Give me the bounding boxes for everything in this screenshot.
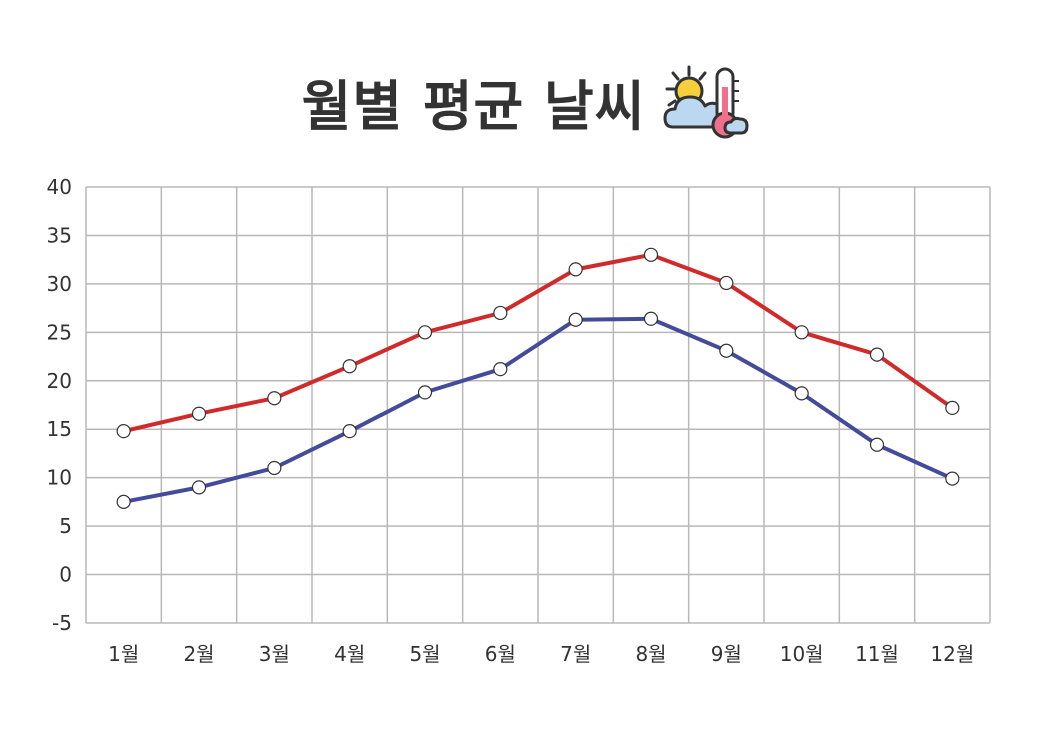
data-point: [417, 325, 433, 340]
chart-title: 월별 평균 날씨: [301, 74, 646, 138]
data-point: [267, 391, 282, 406]
data-point: [643, 247, 659, 262]
x-tick-label: 1월: [108, 642, 139, 666]
data-point: [794, 325, 809, 340]
data-point: [342, 359, 357, 374]
x-tick-label: 10월: [780, 642, 824, 666]
data-point: [116, 494, 131, 509]
data-point: [719, 343, 734, 358]
y-tick-label: 5: [59, 514, 72, 538]
x-tick-label: 4월: [334, 642, 365, 666]
x-tick-label: 2월: [183, 642, 214, 666]
series-lines: [123, 252, 954, 504]
y-tick-label: 35: [47, 223, 72, 247]
data-point: [869, 347, 885, 362]
x-tick-label: 7월: [560, 642, 591, 666]
data-point: [493, 362, 508, 377]
data-point: [493, 305, 508, 321]
series-line-1: [123, 316, 954, 504]
data-point: [945, 471, 960, 486]
data-point: [794, 386, 809, 401]
x-tick-label: 9월: [711, 642, 742, 666]
x-tick-label: 12월: [930, 642, 974, 666]
x-tick-label: 11월: [855, 642, 899, 666]
weather-sun-cloud-thermometer-icon: [663, 65, 749, 139]
y-tick-label: 0: [59, 563, 72, 587]
data-point: [267, 460, 282, 476]
data-point: [869, 437, 885, 452]
data-point: [719, 275, 734, 291]
x-tick-label: 6월: [485, 642, 516, 666]
y-tick-label: -5: [52, 611, 72, 635]
data-point: [417, 385, 433, 400]
data-point: [191, 480, 207, 495]
chart-grid: [85, 186, 991, 624]
x-tick-label: 3월: [259, 642, 290, 666]
y-tick-label: 20: [47, 369, 72, 393]
series-line-0: [123, 252, 954, 434]
chart-title-area: 월별 평균 날씨: [0, 56, 1053, 146]
data-point: [643, 311, 659, 326]
data-point: [945, 400, 960, 416]
data-point: [342, 424, 357, 439]
y-tick-label: 40: [47, 175, 72, 199]
x-tick-label: 8월: [635, 642, 666, 666]
data-point: [568, 262, 583, 277]
y-tick-label: 30: [47, 272, 72, 296]
x-axis-ticks: 1월 2월 3월 4월 5월 6월 7월 8월 9월 10월 11월 12월: [108, 642, 974, 666]
y-tick-label: 15: [47, 417, 72, 441]
y-tick-label: 25: [47, 320, 72, 344]
y-tick-label: 10: [47, 466, 72, 490]
data-point: [191, 406, 207, 421]
series-points: [116, 247, 960, 509]
data-point: [568, 312, 583, 327]
data-point: [116, 424, 131, 439]
x-tick-label: 5월: [409, 642, 440, 666]
y-axis-ticks: 40 35 30 25 20 15 10 5 0 -5: [47, 175, 72, 635]
